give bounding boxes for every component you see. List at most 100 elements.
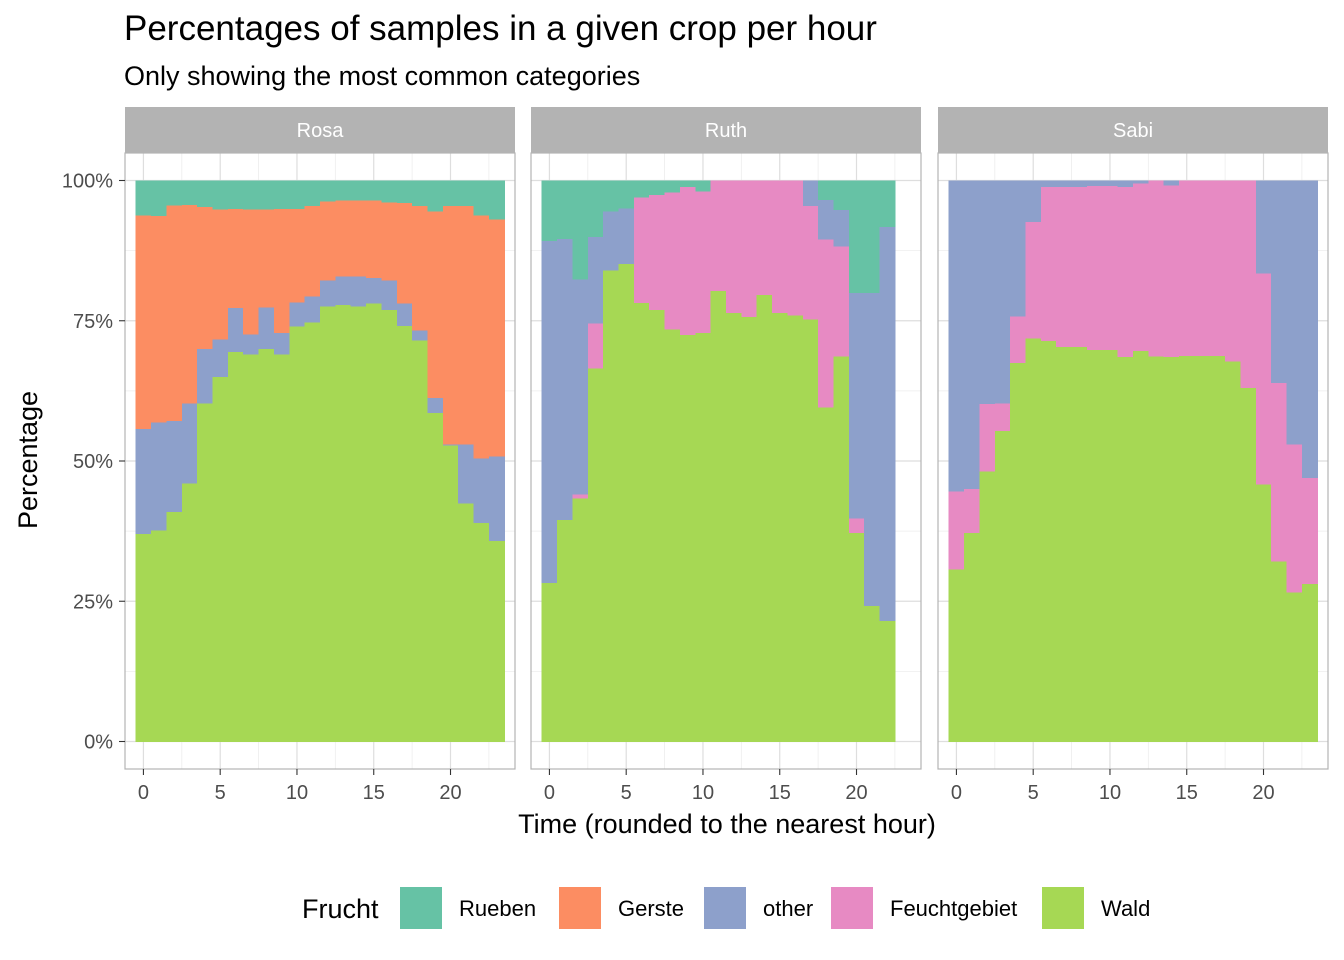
bar-segment-feuchtgebiet — [1271, 382, 1288, 562]
bar-segment-feuchtgebiet — [1025, 221, 1042, 339]
bar-segment-other — [1286, 180, 1303, 445]
panel-border — [937, 152, 1329, 770]
bar-segment-feuchtgebiet — [1148, 180, 1165, 357]
x-tick-label: 5 — [1028, 782, 1039, 804]
bar-segment-feuchtgebiet — [679, 186, 696, 336]
bar-segment-other — [488, 455, 505, 541]
bar-segment-other — [350, 276, 367, 307]
bar-segment-rueben — [473, 180, 490, 216]
bar-segment-wald — [1301, 583, 1318, 742]
bar-segment-other — [243, 334, 260, 355]
facet-strip — [125, 107, 515, 153]
bar-segment-wald — [1271, 561, 1288, 742]
bar-segment-wald — [412, 340, 429, 742]
bar-segment-wald — [458, 503, 475, 742]
bar-segment-other — [994, 180, 1011, 404]
bar-segment-wald — [1286, 592, 1303, 742]
x-tick-label: 15 — [363, 782, 385, 804]
x-tick-label: 5 — [215, 782, 226, 804]
bar-segment-other — [1071, 180, 1088, 187]
bar-segment-wald — [1133, 350, 1149, 742]
bar-segment-gerste — [258, 209, 275, 308]
bar-segment-rueben — [197, 180, 214, 208]
bar-segment-other — [964, 180, 981, 489]
legend-key — [1042, 887, 1084, 929]
bar-segment-other — [557, 238, 574, 521]
bar-segment-other — [1010, 180, 1027, 317]
bar-segment-feuchtgebiet — [1086, 185, 1103, 351]
bar-segment-feuchtgebiet — [587, 322, 604, 369]
bar-segment-feuchtgebiet — [979, 403, 996, 472]
bar-segment-feuchtgebiet — [1225, 180, 1242, 362]
bar-segment-wald — [335, 304, 352, 742]
bar-segment-wald — [695, 332, 712, 742]
bar-segment-gerste — [442, 205, 459, 445]
bar-segment-wald — [1086, 349, 1103, 742]
x-tick-label: 10 — [286, 782, 308, 804]
bar-segment-other — [135, 428, 152, 535]
bar-segment-other — [396, 303, 413, 327]
bar-segment-wald — [243, 354, 260, 742]
x-tick-label: 20 — [845, 782, 867, 804]
y-tick-label: 100% — [62, 171, 113, 193]
bar-segment-other — [289, 302, 306, 327]
bar-segment-other — [979, 180, 996, 405]
bar-segment-wald — [710, 290, 727, 742]
bar-segment-wald — [1056, 346, 1073, 742]
panel-border — [530, 152, 922, 770]
bar-segment-wald — [1071, 346, 1088, 742]
bar-segment-rueben — [258, 180, 275, 210]
bar-segment-rueben — [304, 180, 321, 207]
bar-segment-other — [151, 422, 168, 531]
bar-segment-wald — [979, 471, 996, 742]
bar-segment-wald — [1148, 356, 1165, 742]
bar-segment-feuchtgebiet — [1040, 186, 1057, 342]
bar-segment-feuchtgebiet — [948, 491, 965, 570]
bar-segment-wald — [741, 316, 758, 742]
bar-segment-rueben — [320, 180, 336, 202]
bar-segment-other — [879, 226, 896, 622]
bar-segment-wald — [1209, 355, 1226, 742]
bar-segment-wald — [381, 309, 398, 742]
bar-segment-wald — [197, 403, 214, 742]
bar-segment-rueben — [633, 180, 650, 198]
bar-segment-other — [227, 307, 244, 352]
bar-segment-feuchtgebiet — [726, 180, 742, 314]
bar-segment-rueben — [603, 180, 620, 212]
bar-segment-wald — [557, 519, 574, 742]
y-tick-label: 0% — [84, 732, 113, 754]
bar-segment-wald — [181, 483, 198, 742]
bar-segment-other — [1040, 180, 1057, 187]
bar-segment-feuchtgebiet — [1209, 180, 1226, 356]
bar-segment-rueben — [833, 180, 850, 210]
chart-title: Percentages of samples in a given crop p… — [124, 9, 877, 48]
bar-segment-gerste — [197, 206, 214, 350]
bar-segment-gerste — [366, 200, 383, 278]
bar-segment-gerste — [181, 204, 198, 404]
bar-segment-other — [1117, 180, 1134, 187]
bar-segment-rueben — [818, 180, 835, 200]
bar-segment-gerste — [135, 215, 152, 429]
bar-segment-gerste — [335, 200, 352, 277]
legend-entry-other: other — [704, 887, 813, 929]
bar-segment-other — [381, 280, 398, 310]
x-axis-title: Time (rounded to the nearest hour) — [518, 809, 936, 839]
bar-segment-rueben — [618, 180, 635, 209]
legend-entry-wald: Wald — [1042, 887, 1150, 929]
bar-segment-wald — [227, 351, 244, 742]
y-axis-title: Percentage — [13, 391, 43, 529]
bar-segment-rueben — [695, 180, 712, 192]
bar-segment-rueben — [335, 180, 352, 201]
bar-segment-rueben — [879, 180, 896, 227]
bar-segment-rueben — [243, 180, 260, 210]
bar-segment-other — [335, 276, 352, 305]
bar-segment-feuchtgebiet — [649, 194, 666, 310]
bar-segment-rueben — [366, 180, 383, 201]
bar-segment-other — [948, 180, 965, 492]
bar-segment-wald — [350, 306, 367, 742]
bar-segment-rueben — [350, 180, 367, 201]
legend-entry-gerste: Gerste — [559, 887, 684, 929]
bar-segment-wald — [258, 348, 275, 742]
bar-segment-feuchtgebiet — [802, 205, 819, 320]
bar-segment-other — [833, 209, 850, 247]
